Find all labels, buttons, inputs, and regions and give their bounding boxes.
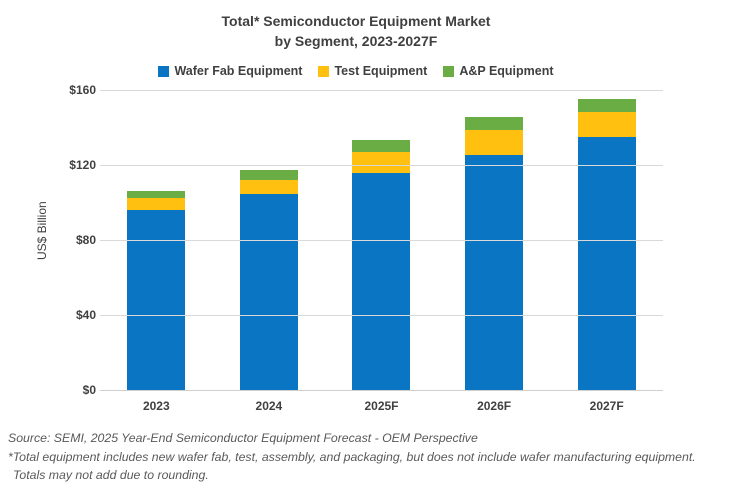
gridline-120 xyxy=(100,165,663,166)
source-note: Source: SEMI, 2025 Year-End Semiconducto… xyxy=(8,431,478,445)
chart-title: Total* Semiconductor Equipment Market by… xyxy=(0,11,712,51)
legend-label: Test Equipment xyxy=(334,64,428,78)
bar-segment-2024-test-equipment xyxy=(239,179,298,195)
bar-segment-2026f-test-equipment xyxy=(465,129,524,155)
gridline-80 xyxy=(100,240,663,241)
y-tick-label-80: $80 xyxy=(75,233,96,247)
plot-area xyxy=(100,90,663,391)
bar-segment-2024-a-p-equipment xyxy=(239,170,298,180)
y-tick-label-120: $120 xyxy=(69,158,96,172)
bar-segment-2023-wafer-fab-equipment xyxy=(127,210,186,390)
bar-segment-2023-a-p-equipment xyxy=(127,190,186,199)
legend-swatch-icon xyxy=(318,65,330,77)
legend-swatch-icon xyxy=(158,65,170,77)
bar-segment-2026f-wafer-fab-equipment xyxy=(465,154,524,390)
bar-segment-2027f-test-equipment xyxy=(577,111,636,137)
bar-segment-2027f-a-p-equipment xyxy=(577,99,636,112)
chart-title-line1: Total* Semiconductor Equipment Market xyxy=(221,13,491,29)
y-tick-label-160: $160 xyxy=(69,83,96,97)
bar-slot-2026f xyxy=(438,90,551,390)
stacked-bar-2024 xyxy=(239,170,298,390)
x-axis-tick-labels: 2023 2024 2025F 2026F 2027F xyxy=(100,399,663,413)
stacked-bar-2026f xyxy=(465,117,524,390)
bar-segment-2026f-a-p-equipment xyxy=(465,117,524,130)
x-tick-label-2027f: 2027F xyxy=(589,399,624,413)
bar-segment-2024-wafer-fab-equipment xyxy=(239,194,298,390)
bar-segment-2027f-wafer-fab-equipment xyxy=(577,136,636,390)
y-tick-label-0: $0 xyxy=(82,383,96,397)
bar-segment-2025f-wafer-fab-equipment xyxy=(352,173,411,390)
chart-title-line2: by Segment, 2023-2027F xyxy=(274,33,438,49)
legend-swatch-icon xyxy=(443,65,455,77)
x-tick-label-2026f: 2026F xyxy=(477,399,512,413)
stacked-bar-2027f xyxy=(577,99,636,390)
rounding-note: Totals may not add due to rounding. xyxy=(13,468,209,482)
bar-slot-2024 xyxy=(213,90,326,390)
legend-item-test-equipment: Test Equipment xyxy=(318,64,427,78)
bar-slot-2025f xyxy=(325,90,438,390)
y-tick-label-40: $40 xyxy=(75,308,96,322)
bars-container xyxy=(100,90,663,390)
bar-segment-2025f-test-equipment xyxy=(352,152,411,174)
legend-item-wafer-fab-equipment: Wafer Fab Equipment xyxy=(158,64,302,78)
legend-label: Wafer Fab Equipment xyxy=(174,64,303,78)
y-axis-tick-labels: $160 $120 $80 $40 $0 xyxy=(0,83,96,397)
gridline-40 xyxy=(100,315,663,316)
legend-label: A&P Equipment xyxy=(459,64,554,78)
bar-segment-2023-test-equipment xyxy=(127,198,186,210)
stacked-bar-2023 xyxy=(127,190,186,390)
stacked-bar-2025f xyxy=(352,140,411,390)
x-tick-label-2025f: 2025F xyxy=(364,399,399,413)
x-tick-label-2024: 2024 xyxy=(255,399,283,413)
total-definition-note: *Total equipment includes new wafer fab,… xyxy=(8,449,696,464)
gridline-160 xyxy=(100,90,663,91)
legend: Wafer Fab Equipment Test Equipment A&P Equ… xyxy=(0,64,712,78)
bar-slot-2027f xyxy=(550,90,663,390)
footer-notes: Source: SEMI, 2025 Year-End Semiconducto… xyxy=(8,429,724,485)
x-tick-label-2023: 2023 xyxy=(142,399,170,413)
bar-segment-2025f-a-p-equipment xyxy=(352,140,411,153)
legend-item-a-p-equipment: A&P Equipment xyxy=(443,64,554,78)
x-axis-line xyxy=(100,390,663,391)
